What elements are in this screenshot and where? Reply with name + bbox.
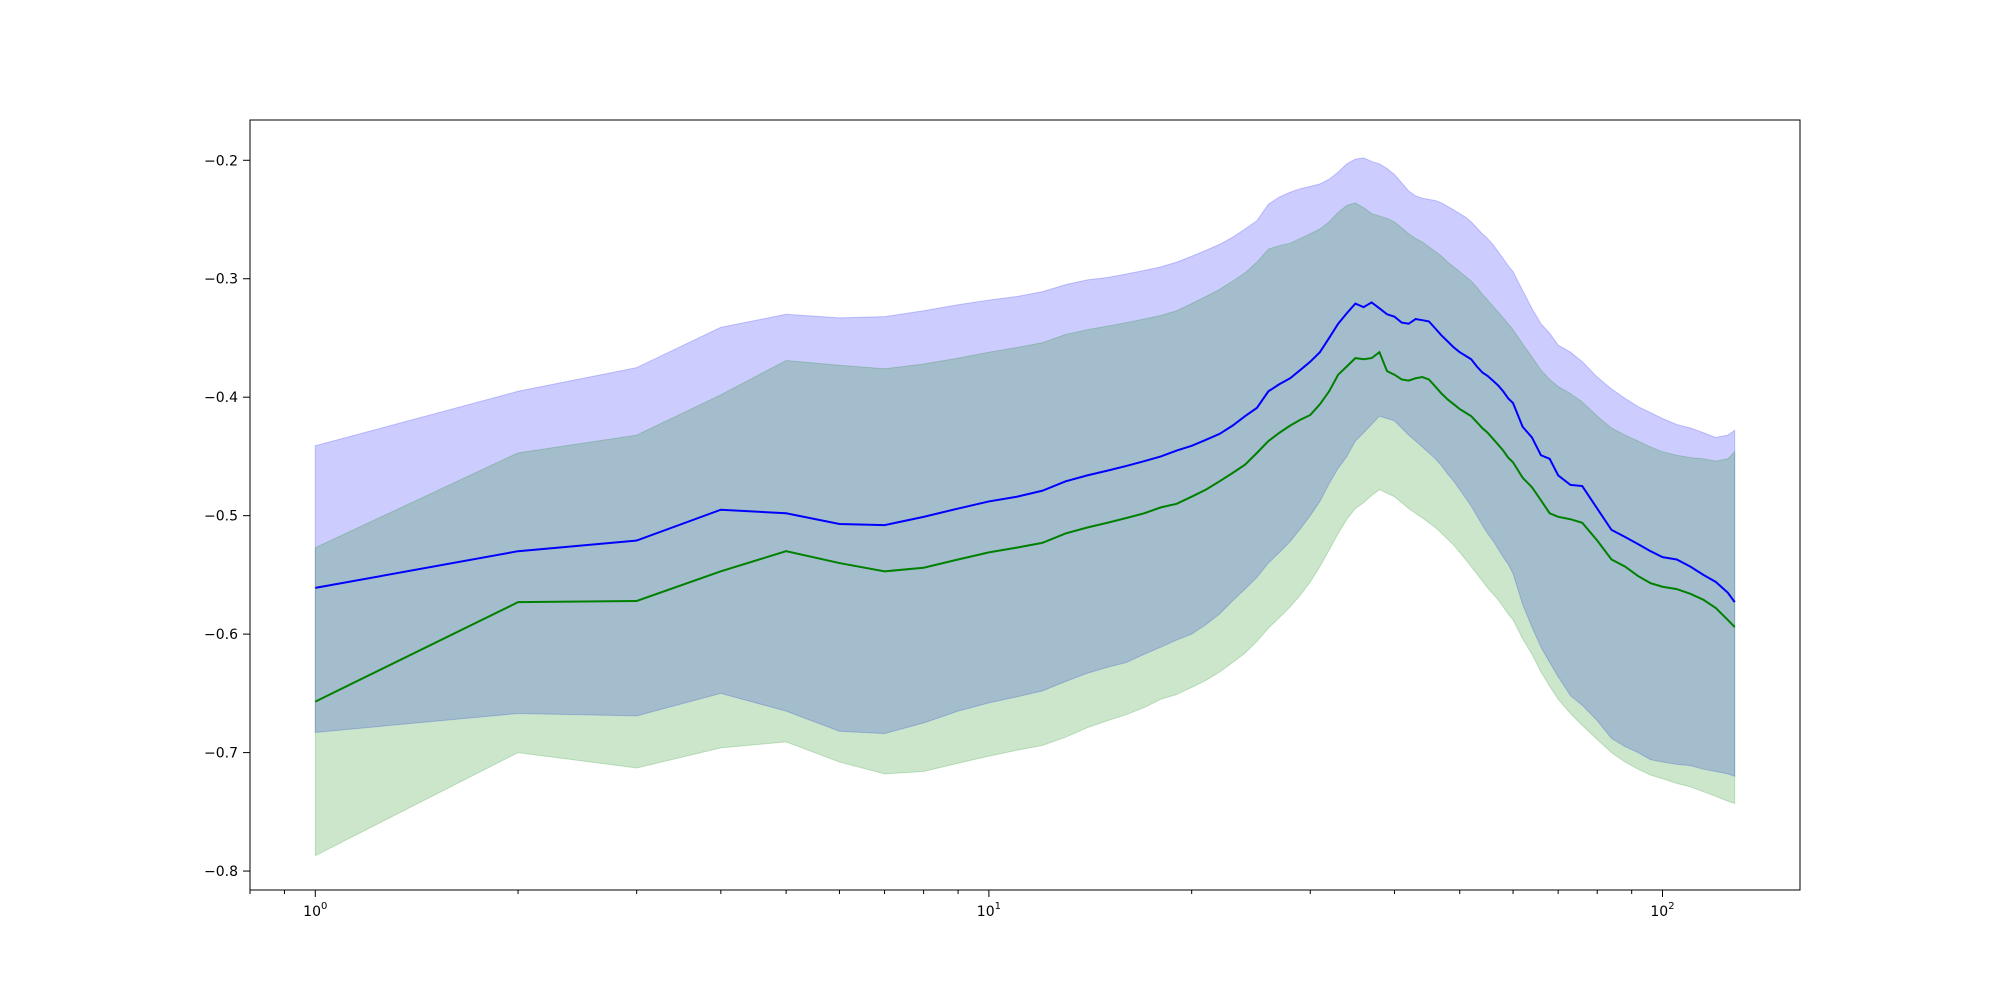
- y-tick-label: −0.6: [204, 627, 238, 643]
- plot-frame: [249, 119, 1801, 891]
- series-lines: [314, 301, 1736, 703]
- x-tick-label: 100: [303, 901, 327, 920]
- x-tick-label: 101: [977, 901, 1001, 920]
- x-tick-base: 10: [303, 904, 321, 920]
- x-tick-exponent: 1: [995, 901, 1001, 912]
- y-tick-label: −0.2: [204, 153, 238, 169]
- y-tick-label: −0.3: [204, 272, 238, 288]
- band-2: [314, 202, 1736, 857]
- y-tick-label: −0.8: [204, 864, 238, 880]
- x-tick-label: 102: [1650, 901, 1674, 920]
- x-tick-base: 10: [977, 904, 995, 920]
- confidence-bands: [314, 157, 1736, 857]
- series-line-1: [315, 301, 1736, 603]
- y-tick-label: −0.4: [204, 390, 238, 406]
- y-axis: −0.2 −0.3 −0.4 −0.5 −0.6 −0.7 −0.8: [204, 153, 250, 880]
- x-tick-exponent: 2: [1668, 901, 1674, 912]
- x-tick-exponent: 0: [321, 901, 327, 912]
- series-line-2: [314, 350, 1736, 703]
- x-axis: 100 101 102: [249, 890, 1675, 920]
- y-tick-label: −0.5: [204, 509, 238, 525]
- x-tick-base: 10: [1650, 904, 1668, 920]
- band-1: [314, 157, 1736, 777]
- y-tick-label: −0.7: [204, 746, 238, 762]
